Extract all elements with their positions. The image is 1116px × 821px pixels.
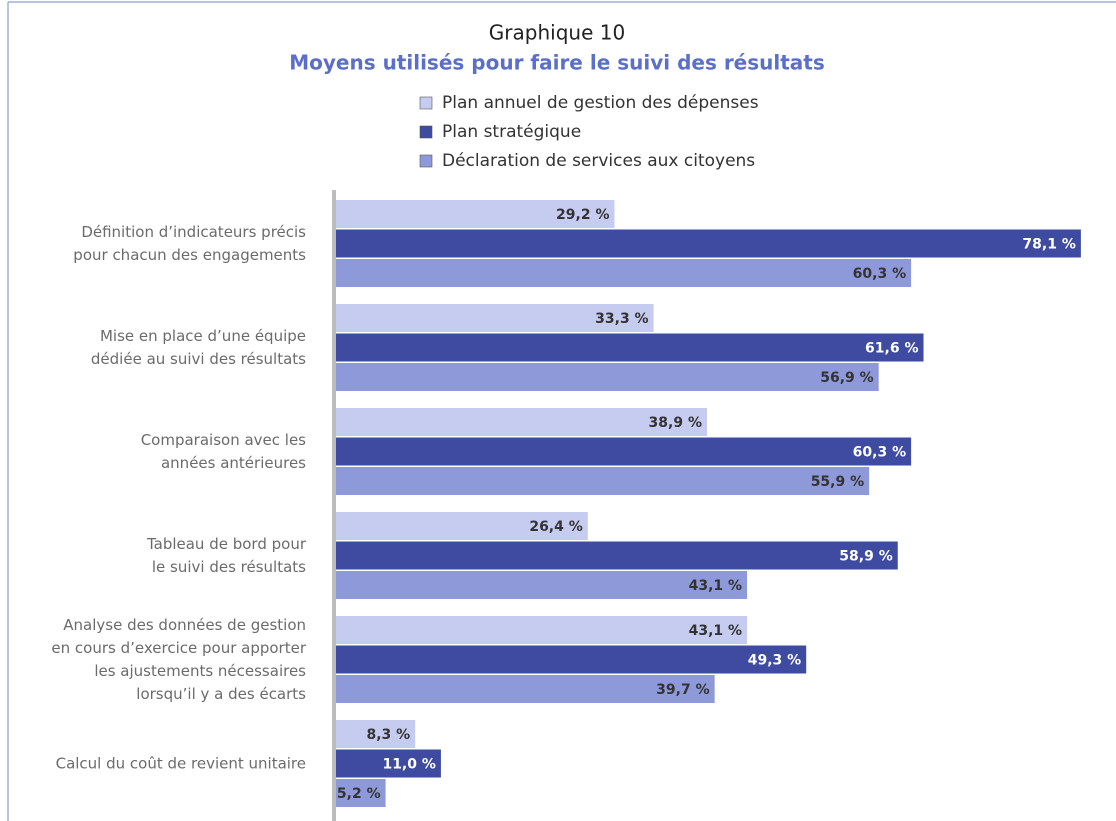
bar [336, 259, 912, 287]
category-label: Calcul du coût de revient unitaire [55, 754, 306, 772]
bar [336, 467, 870, 495]
category-label: Comparaison avec les années antérieures [140, 430, 306, 472]
category-label: Définition d’indicateurs précis pour cha… [73, 222, 306, 264]
bar [336, 749, 441, 778]
bar [336, 675, 715, 703]
bar [336, 408, 708, 436]
legend-swatch [419, 125, 433, 139]
bar [336, 779, 386, 807]
bar [336, 304, 654, 332]
value-label: 33,3 % [595, 311, 648, 327]
value-label: 55,9 % [811, 474, 864, 490]
bar [336, 333, 924, 362]
value-label: 38,9 % [649, 415, 702, 431]
value-label: 56,9 % [820, 370, 873, 386]
value-label: 60,3 % [853, 266, 906, 282]
value-label: 78,1 % [1022, 237, 1075, 253]
bar [336, 363, 879, 391]
legend-label: Plan annuel de gestion des dépenses [442, 93, 759, 113]
category-label: Mise en place d’une équipe dédiée au sui… [90, 326, 306, 368]
category-label: Tableau de bord pour le suivi des résult… [146, 534, 306, 576]
chart-title: Graphique 10 [489, 21, 625, 45]
bar [336, 541, 898, 570]
legend-swatch [419, 96, 433, 110]
bar [336, 200, 615, 228]
value-label: 60,3 % [853, 445, 906, 461]
category-label: Analyse des données de gestion en cours … [51, 615, 306, 703]
legend-swatch [419, 154, 433, 168]
value-label: 58,9 % [839, 549, 892, 565]
value-label: 29,2 % [556, 207, 609, 223]
value-label: 26,4 % [529, 519, 582, 535]
bar [336, 512, 588, 540]
value-label: 49,3 % [748, 653, 801, 669]
chart-subtitle: Moyens utilisés pour faire le suivi des … [289, 51, 825, 75]
bar [336, 720, 416, 748]
bar [336, 229, 1081, 258]
bar [336, 616, 748, 644]
legend-label: Plan stratégique [442, 122, 581, 142]
legend-label: Déclaration de services aux citoyens [442, 151, 755, 171]
bar [336, 571, 748, 599]
value-label: 11,0 % [382, 757, 435, 773]
value-label: 39,7 % [656, 682, 709, 698]
value-label: 5,2 % [337, 786, 381, 802]
value-label: 61,6 % [865, 341, 918, 357]
value-label: 8,3 % [366, 727, 410, 743]
value-label: 43,1 % [689, 578, 742, 594]
bar [336, 645, 807, 674]
bar [336, 437, 912, 466]
value-label: 43,1 % [689, 623, 742, 639]
